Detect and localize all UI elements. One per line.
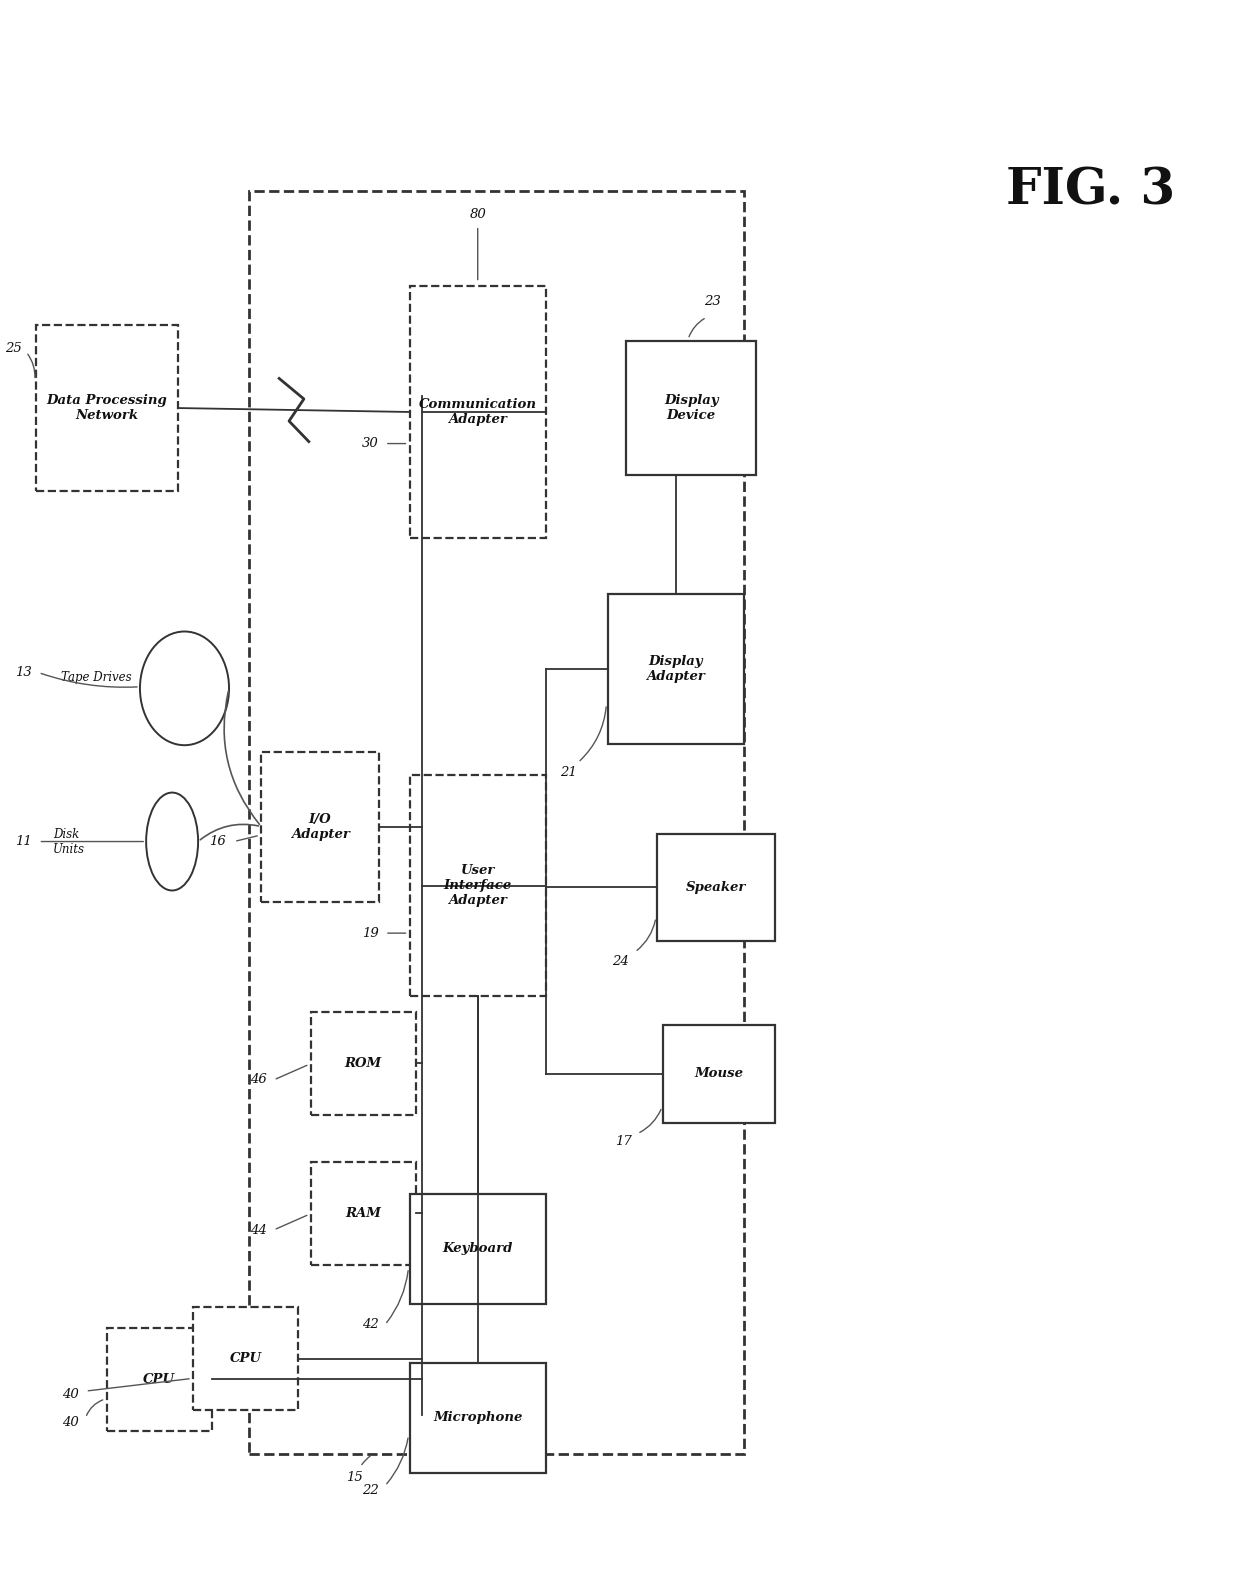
Bar <box>657 834 775 941</box>
Text: Display
Adapter: Display Adapter <box>646 655 706 682</box>
Bar <box>193 1307 299 1410</box>
Bar <box>409 1362 546 1473</box>
Bar <box>311 1163 415 1264</box>
Text: 46: 46 <box>250 1074 267 1087</box>
Text: Communication
Adapter: Communication Adapter <box>419 399 537 426</box>
Text: User
Interface
Adapter: User Interface Adapter <box>444 864 512 906</box>
Bar <box>608 593 744 744</box>
Text: Keyboard: Keyboard <box>443 1242 513 1256</box>
Text: 17: 17 <box>615 1136 632 1149</box>
Text: 80: 80 <box>470 209 486 221</box>
Text: 22: 22 <box>362 1484 378 1497</box>
Text: Speaker: Speaker <box>686 881 746 894</box>
Text: Tape Drives: Tape Drives <box>61 671 131 683</box>
Text: Display
Device: Display Device <box>663 394 718 422</box>
Text: 23: 23 <box>704 294 722 308</box>
Text: 19: 19 <box>362 927 378 940</box>
Text: 13: 13 <box>15 666 32 679</box>
Bar <box>107 1327 212 1430</box>
Text: 15: 15 <box>346 1471 362 1484</box>
Text: 25: 25 <box>5 342 22 356</box>
Text: 24: 24 <box>611 956 629 968</box>
Text: Disk
Units: Disk Units <box>53 827 86 856</box>
Text: RAM: RAM <box>345 1207 381 1220</box>
Bar <box>409 775 546 997</box>
Bar <box>663 1025 775 1123</box>
Text: 44: 44 <box>250 1223 267 1237</box>
Text: Microphone: Microphone <box>433 1411 522 1424</box>
Text: 40: 40 <box>62 1387 79 1400</box>
Bar <box>409 286 546 538</box>
Text: ROM: ROM <box>345 1057 382 1069</box>
Text: CPU: CPU <box>143 1373 175 1386</box>
Text: 40: 40 <box>62 1416 79 1429</box>
Bar <box>249 191 744 1454</box>
Text: CPU: CPU <box>229 1353 262 1365</box>
Text: 16: 16 <box>210 835 226 848</box>
Text: Mouse: Mouse <box>694 1068 744 1081</box>
Bar <box>626 342 756 475</box>
Bar <box>36 326 179 490</box>
Text: Data Processing
Network: Data Processing Network <box>47 394 167 422</box>
Bar <box>262 751 378 902</box>
Text: 30: 30 <box>362 437 378 449</box>
Text: FIG. 3: FIG. 3 <box>1006 166 1174 215</box>
Text: I/O
Adapter: I/O Adapter <box>290 813 350 840</box>
Text: 42: 42 <box>362 1318 378 1332</box>
Text: 11: 11 <box>15 835 32 848</box>
Bar <box>409 1194 546 1304</box>
Bar <box>311 1012 415 1115</box>
Text: 21: 21 <box>559 766 577 778</box>
